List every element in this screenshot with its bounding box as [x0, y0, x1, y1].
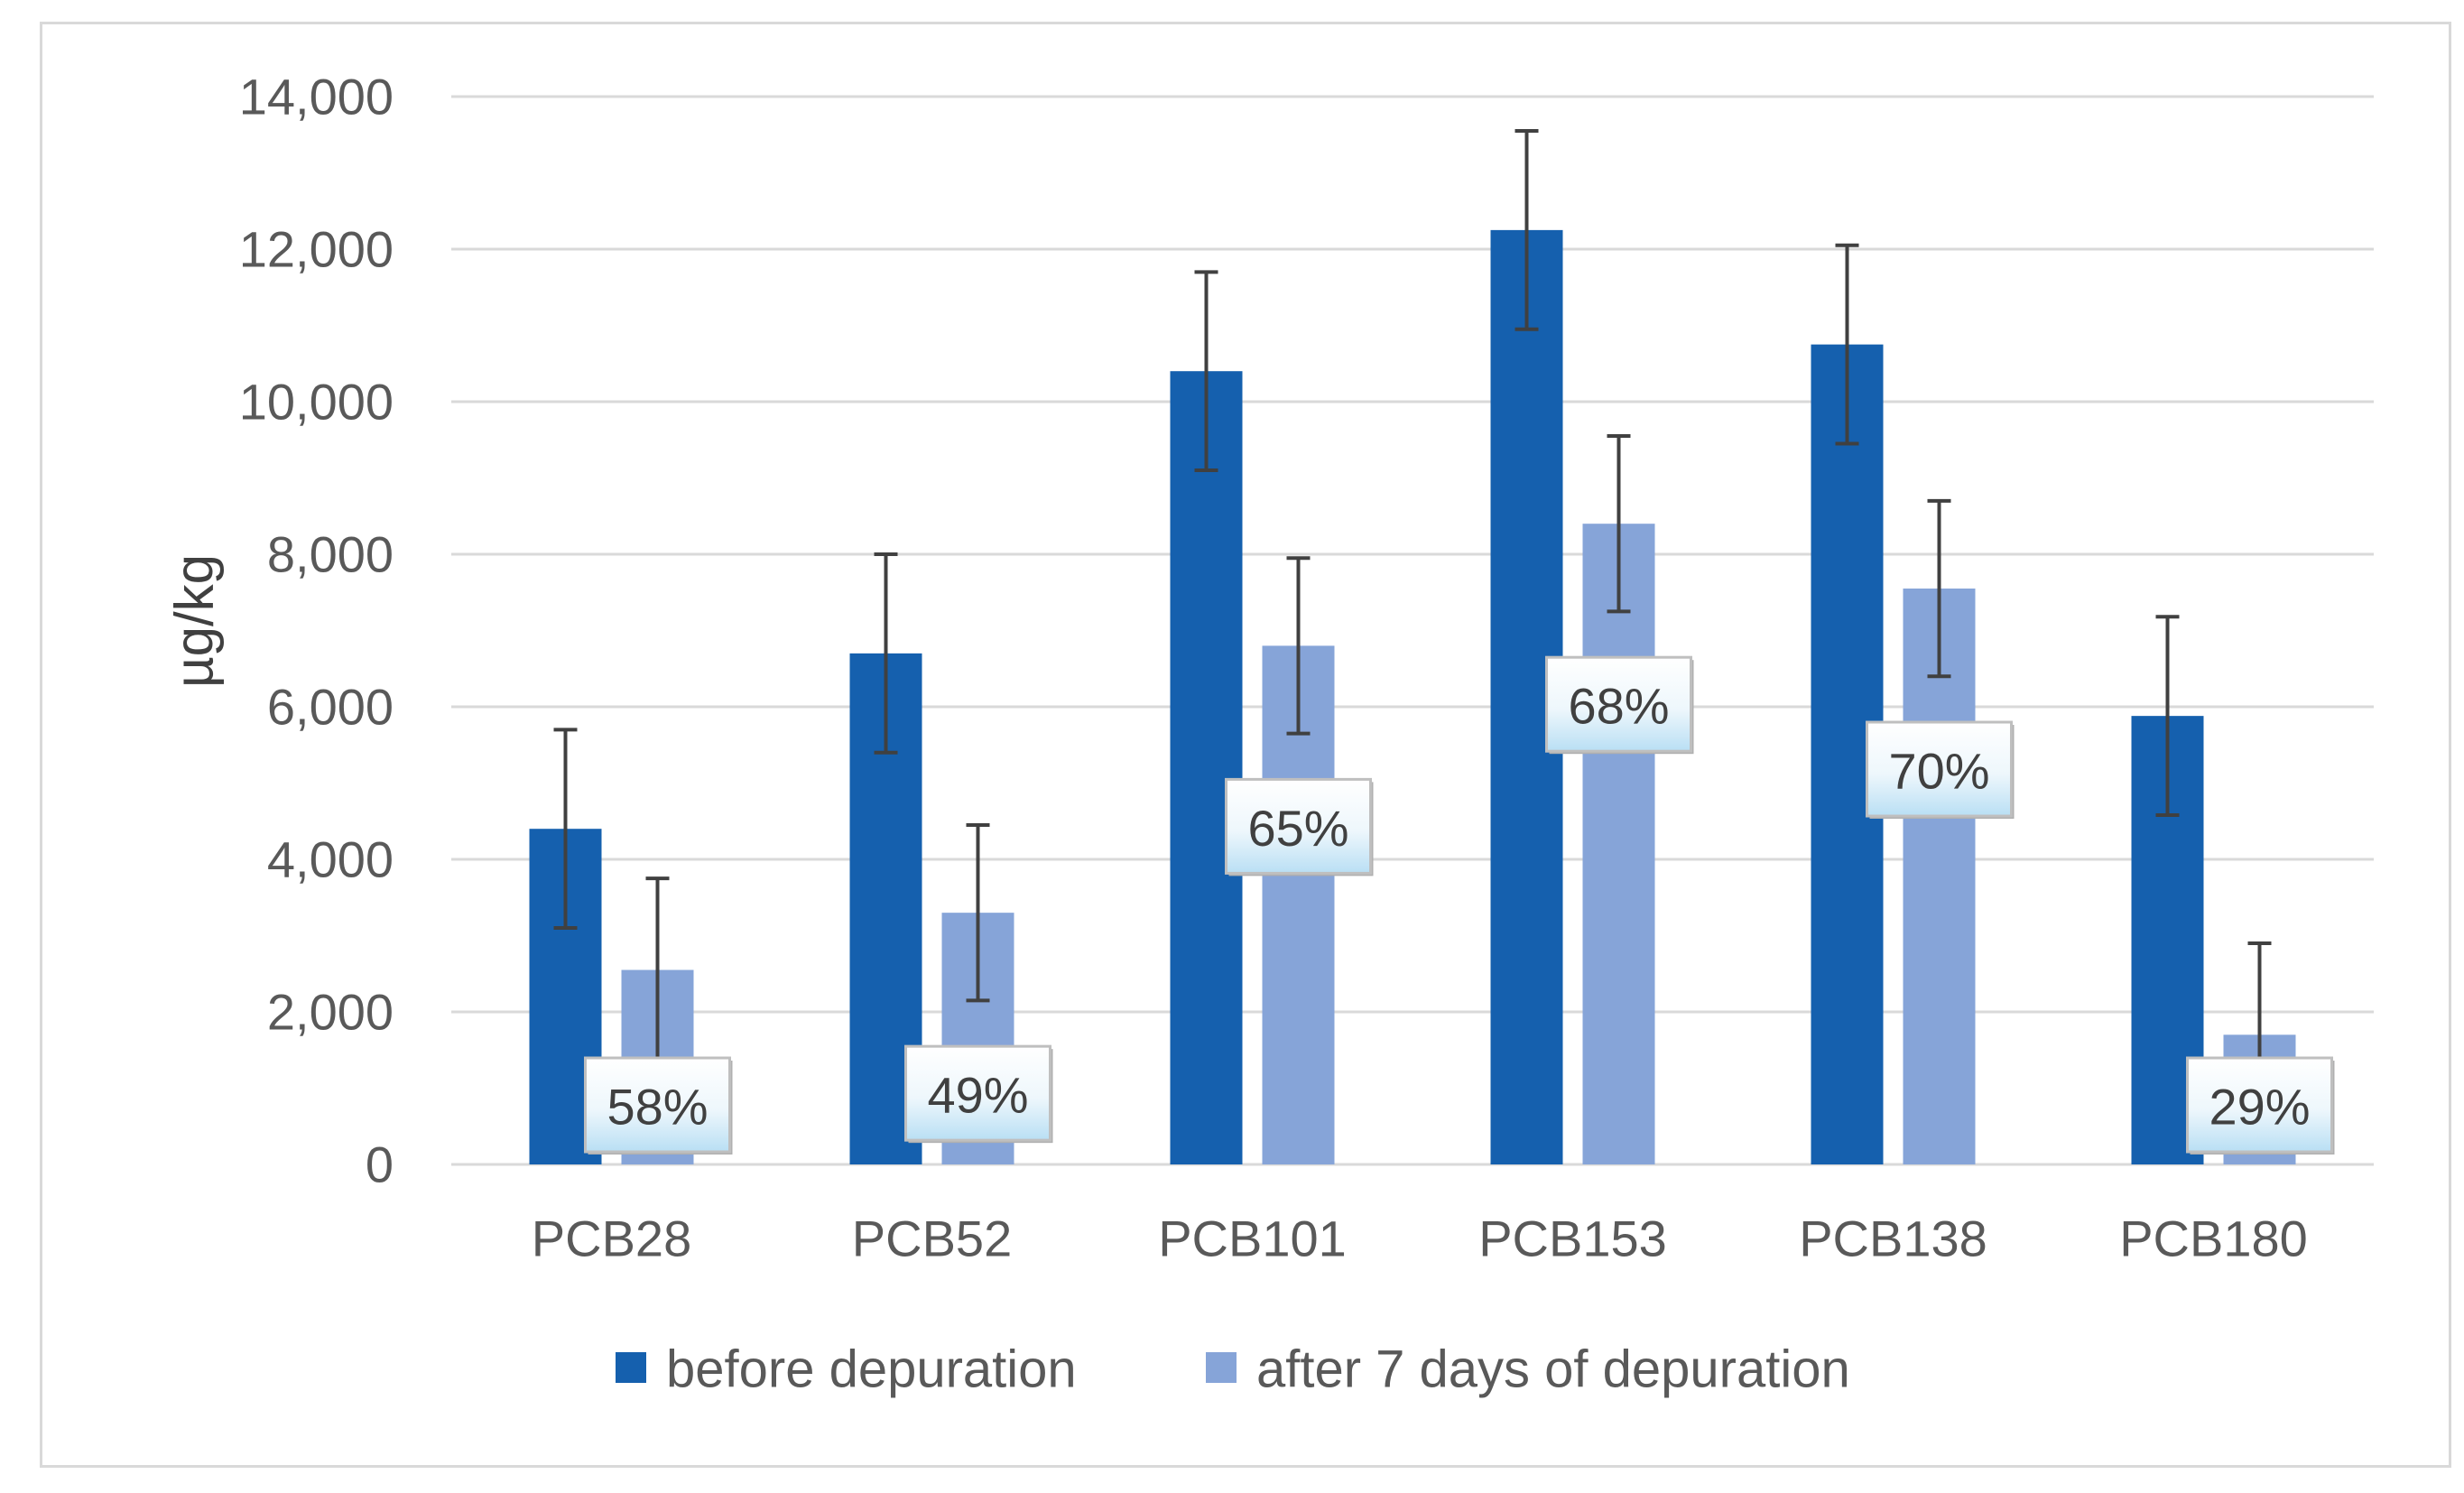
x-tick-label: PCB138 — [1799, 1210, 1987, 1267]
x-axis-labels: PCB28 PCB52 PCB101 PCB153 PCB138 PCB180 — [532, 1210, 2308, 1267]
legend: before depuration after 7 days of depurat… — [616, 1340, 1850, 1399]
legend-label: after 7 days of depuration — [1256, 1340, 1850, 1399]
legend-label: before depuration — [666, 1340, 1077, 1399]
percent-label-text: 68% — [1568, 678, 1669, 735]
y-tick-label: 2,000 — [267, 984, 394, 1041]
x-tick-label: PCB180 — [2119, 1210, 2308, 1267]
error-bar — [1927, 498, 1951, 679]
error-bar — [1515, 129, 1539, 331]
bars — [529, 229, 2296, 1164]
error-bar — [1607, 434, 1631, 614]
percentage-labels: 58% 49% 65% 68% 70% 29% — [584, 655, 2335, 1155]
y-tick-label: 12,000 — [239, 221, 394, 278]
error-bar — [553, 728, 578, 931]
y-axis-title: µg/kg — [164, 554, 225, 688]
bar-after-depuration — [1903, 589, 1976, 1164]
x-tick-label: PCB101 — [1158, 1210, 1347, 1267]
percent-label-text: 58% — [607, 1079, 708, 1136]
bar-after-depuration — [1582, 524, 1655, 1164]
error-bar — [874, 552, 898, 755]
percent-label-text: 65% — [1247, 800, 1348, 857]
percent-label: 70% — [1866, 720, 2015, 820]
error-bar — [1835, 243, 1859, 446]
y-tick-label: 8,000 — [267, 526, 394, 583]
y-axis: 0 2,000 4,000 6,000 8,000 10,000 12,000 14,000 — [239, 69, 2374, 1193]
x-tick-label: PCB153 — [1478, 1210, 1667, 1267]
error-bars — [553, 129, 2272, 1128]
y-tick-label: 6,000 — [267, 679, 394, 736]
x-tick-label: PCB28 — [532, 1210, 691, 1267]
error-bar — [1194, 270, 1218, 473]
percent-label: 49% — [904, 1044, 1053, 1144]
legend-item-before: before depuration — [616, 1340, 1077, 1399]
y-tick-label: 10,000 — [239, 374, 394, 431]
percent-label: 68% — [1545, 655, 1694, 755]
percent-label: 65% — [1225, 777, 1374, 876]
percent-label-text: 29% — [2209, 1079, 2310, 1136]
chart-frame — [40, 22, 2451, 1468]
y-tick-label: 14,000 — [239, 69, 394, 125]
x-tick-label: PCB52 — [852, 1210, 1012, 1267]
error-bar — [1286, 556, 1311, 736]
legend-swatch — [1206, 1352, 1237, 1383]
bar-before-depuration — [1170, 371, 1243, 1164]
legend-item-after: after 7 days of depuration — [1206, 1340, 1850, 1399]
percent-label: 58% — [584, 1056, 733, 1155]
error-bar — [2155, 615, 2180, 817]
gridlines — [451, 95, 2374, 1166]
y-tick-label: 4,000 — [267, 831, 394, 888]
legend-swatch — [616, 1352, 646, 1383]
percent-label-text: 49% — [927, 1067, 1028, 1124]
error-bar — [966, 822, 990, 1003]
y-tick-label: 0 — [366, 1136, 394, 1193]
percent-label: 29% — [2186, 1056, 2335, 1155]
percent-label-text: 70% — [1888, 743, 1989, 800]
